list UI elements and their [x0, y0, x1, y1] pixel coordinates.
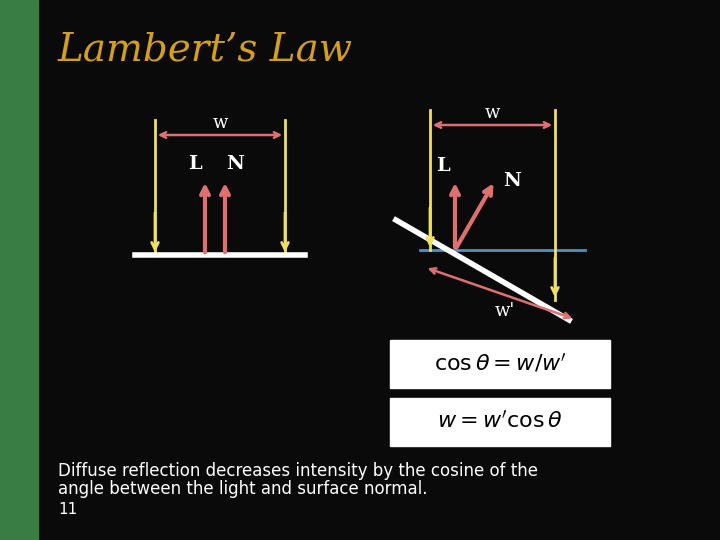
Bar [390, 398, 610, 446]
Text: w': w' [495, 302, 515, 320]
Text: w: w [212, 114, 228, 132]
Text: Diffuse reflection decreases intensity by the cosine of the: Diffuse reflection decreases intensity b… [58, 462, 538, 480]
Text: 11: 11 [58, 503, 77, 517]
Text: Lambert’s Law: Lambert’s Law [58, 31, 353, 69]
Text: L: L [436, 157, 450, 175]
Bar [0, 0, 38, 540]
Text: N: N [226, 155, 244, 173]
Text: w: w [485, 104, 500, 122]
Text: $\cos\theta = w/ w'$: $\cos\theta = w/ w'$ [433, 353, 567, 375]
Text: L: L [188, 155, 202, 173]
Text: angle between the light and surface normal.: angle between the light and surface norm… [58, 480, 428, 498]
Text: N: N [503, 172, 521, 190]
Bar [390, 340, 610, 388]
Text: $w = w'\cos\theta$: $w = w'\cos\theta$ [437, 411, 563, 433]
